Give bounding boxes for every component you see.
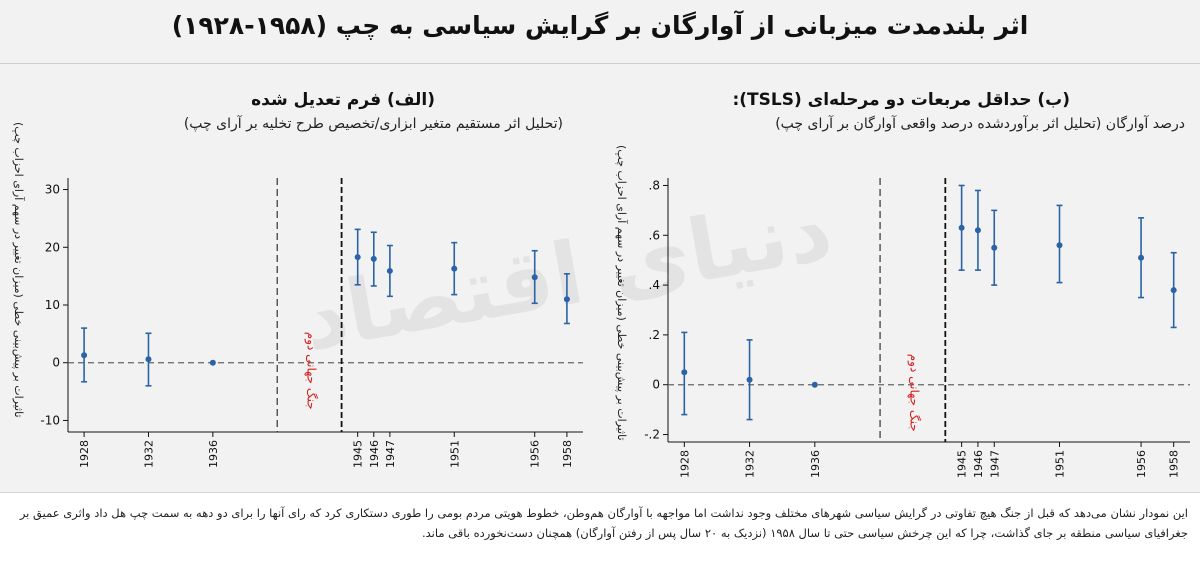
data-point [354, 254, 361, 261]
war-label: جنگ جهانی دوم [907, 354, 922, 432]
data-point [531, 274, 538, 281]
x-tick-label: 1956 [529, 440, 542, 468]
y-tick-label: -10 [40, 413, 60, 427]
x-tick-label: 1945 [352, 440, 365, 468]
data-point [681, 369, 688, 376]
war-label: جنگ جهانی دوم [303, 332, 318, 410]
x-tick-label: 1928 [678, 450, 691, 478]
data-point [958, 224, 965, 231]
data-point [81, 352, 88, 359]
y-tick-label: .2 [649, 328, 660, 342]
data-point [370, 255, 377, 262]
panel-a-subtitle: (تحلیل اثر مستقیم متغیر ابزاری/تخصیص طرح… [183, 116, 563, 132]
data-point [1170, 287, 1177, 294]
x-tick-label: 1932 [744, 450, 757, 478]
data-point [991, 244, 998, 251]
footer: این نمودار نشان می‌دهد که قبل از جنگ هیچ… [0, 492, 1200, 563]
data-point [974, 227, 981, 234]
x-tick-label: 1936 [207, 440, 220, 468]
y-tick-label: .8 [649, 178, 660, 192]
x-tick-label: 1958 [1168, 450, 1181, 478]
x-tick-label: 1951 [1054, 450, 1067, 478]
data-point [1056, 242, 1063, 249]
panel-a-title: (الف) فرم تعدیل شده [251, 90, 435, 110]
panel-b-subtitle: درصد آوارگان (تحلیل اثر برآوردشده درصد و… [775, 116, 1185, 132]
panel-a-chart: -10 0 10 20 30 1928 1932 1936 1945 1946 1947 1951 19… [40, 178, 583, 468]
x-tick-label: 1932 [142, 440, 155, 468]
x-tick-label: 1928 [78, 440, 91, 468]
x-tick-label: 1946 [972, 450, 985, 478]
data-point [746, 376, 753, 383]
y-tick-label: 20 [45, 240, 60, 254]
x-tick-label: 1946 [368, 440, 381, 468]
x-tick-label: 1956 [1135, 450, 1148, 478]
data-point [145, 356, 152, 363]
y-tick-label: 0 [652, 378, 660, 392]
y-tick-label: -.2 [644, 428, 660, 442]
y-tick-label: .4 [649, 278, 660, 292]
data-point [386, 267, 393, 274]
x-tick-label: 1958 [561, 440, 574, 468]
panel-b-title: (ب) حداقل مربعات دو مرحله‌ای (TSLS): [732, 90, 1070, 110]
data-point [451, 265, 458, 272]
x-tick-label: 1936 [809, 450, 822, 478]
x-tick-label: 1951 [448, 440, 461, 468]
x-tick-label: 1947 [988, 450, 1001, 478]
caption: این نمودار نشان می‌دهد که قبل از جنگ هیچ… [19, 506, 1188, 540]
x-tick-label: 1947 [384, 440, 397, 468]
chart-title: اثر بلندمدت میزبانی از آوارگان بر گرایش … [171, 11, 1029, 40]
panel-b-chart: -.2 0 .2 .4 .6 .8 1928 1932 1936 1945 1946 1947 1951… [644, 178, 1190, 478]
data-point [811, 381, 818, 388]
data-point [209, 359, 216, 366]
y-tick-label: 0 [52, 356, 60, 370]
x-tick-label: 1945 [956, 450, 969, 478]
y-tick-label: 30 [45, 183, 60, 197]
y-tick-label: .6 [649, 228, 660, 242]
data-point [563, 296, 570, 303]
title-divider [0, 63, 1200, 64]
y-tick-label: 10 [45, 298, 60, 312]
data-point [1138, 254, 1145, 261]
